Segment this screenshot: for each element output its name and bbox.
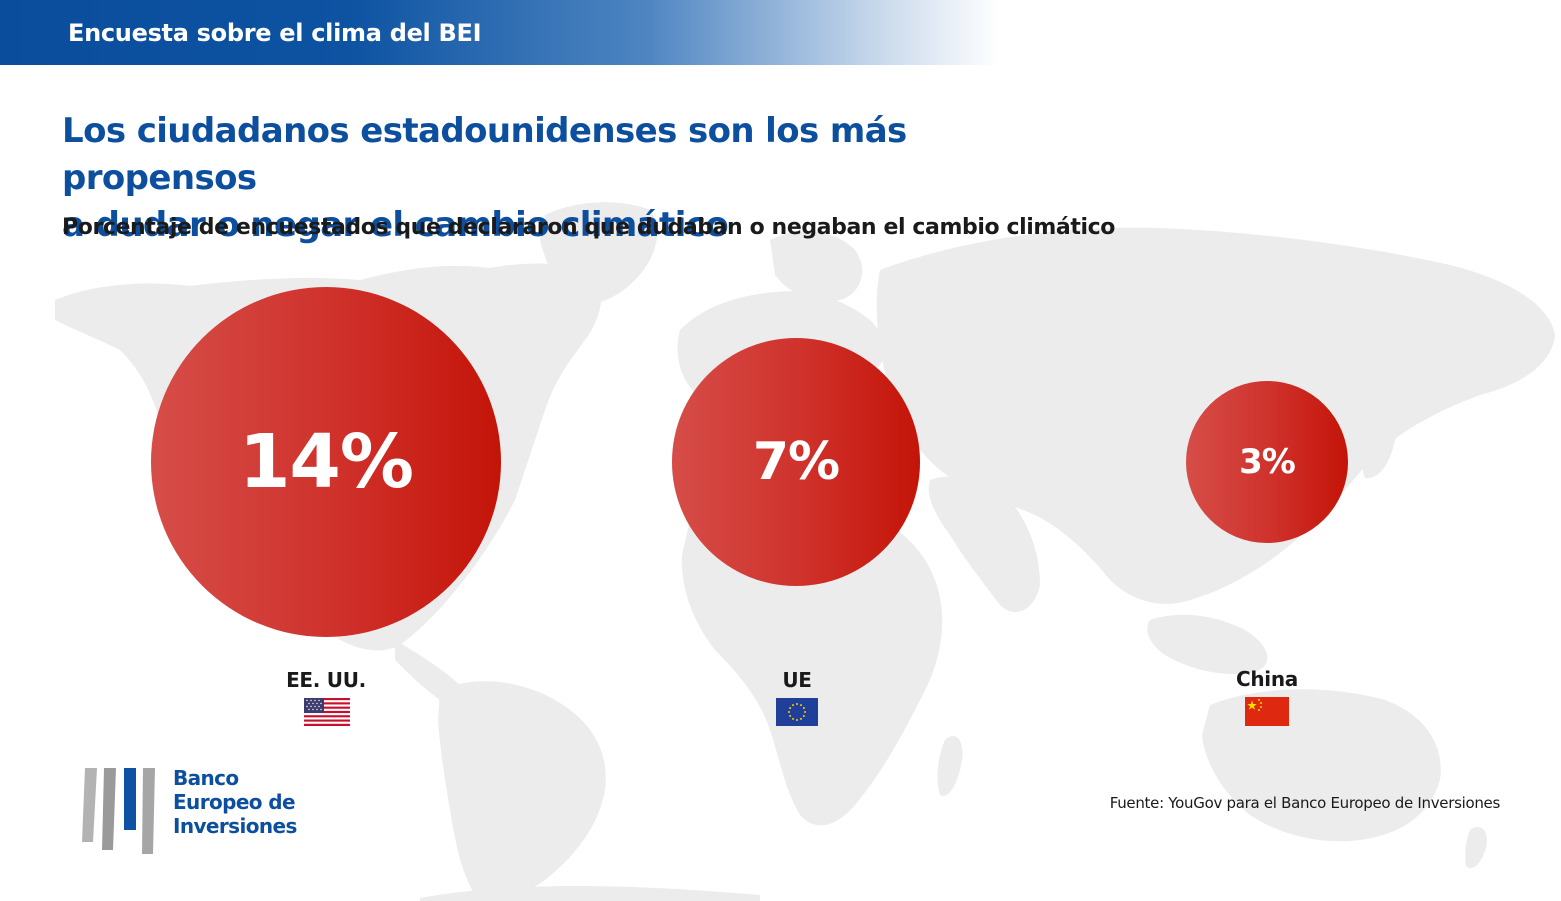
chart-source: Fuente: YouGov para el Banco Europeo de …	[1109, 794, 1501, 812]
chart-subtitle: Porcentaje de encuestados que declararon…	[62, 215, 1115, 240]
bubble-eu: 7%	[672, 338, 920, 586]
header-title: Encuesta sobre el clima del BEI	[68, 19, 482, 47]
value-label-china: 3%	[1239, 441, 1296, 482]
chart-title-line-2: a dudar o negar el cambio climático	[62, 205, 729, 245]
value-label-eu: 7%	[752, 431, 840, 492]
eib-logo-icon	[82, 768, 155, 854]
logo-line-1: Banco	[173, 766, 239, 790]
us-flag-icon	[304, 698, 350, 726]
logo-line-2: Europeo de	[173, 790, 296, 814]
category-label-us: EE. UU.	[286, 668, 366, 692]
eu-flag-icon	[776, 698, 818, 726]
header-bar	[0, 0, 1000, 65]
china-flag-icon	[1245, 697, 1289, 726]
eib-logo-text: Banco Europeo de Inversiones	[173, 766, 297, 838]
category-label-china: China	[1235, 667, 1298, 691]
category-label-eu: UE	[782, 668, 812, 692]
bubble-us: 14%	[151, 287, 501, 637]
bubble-china: 3%	[1185, 380, 1348, 543]
chart-title: Los ciudadanos estadounidenses son los m…	[62, 108, 1112, 249]
chart-title-line-1: Los ciudadanos estadounidenses son los m…	[62, 111, 907, 198]
logo-line-3: Inversiones	[173, 814, 297, 838]
value-label-us: 14%	[238, 419, 414, 505]
